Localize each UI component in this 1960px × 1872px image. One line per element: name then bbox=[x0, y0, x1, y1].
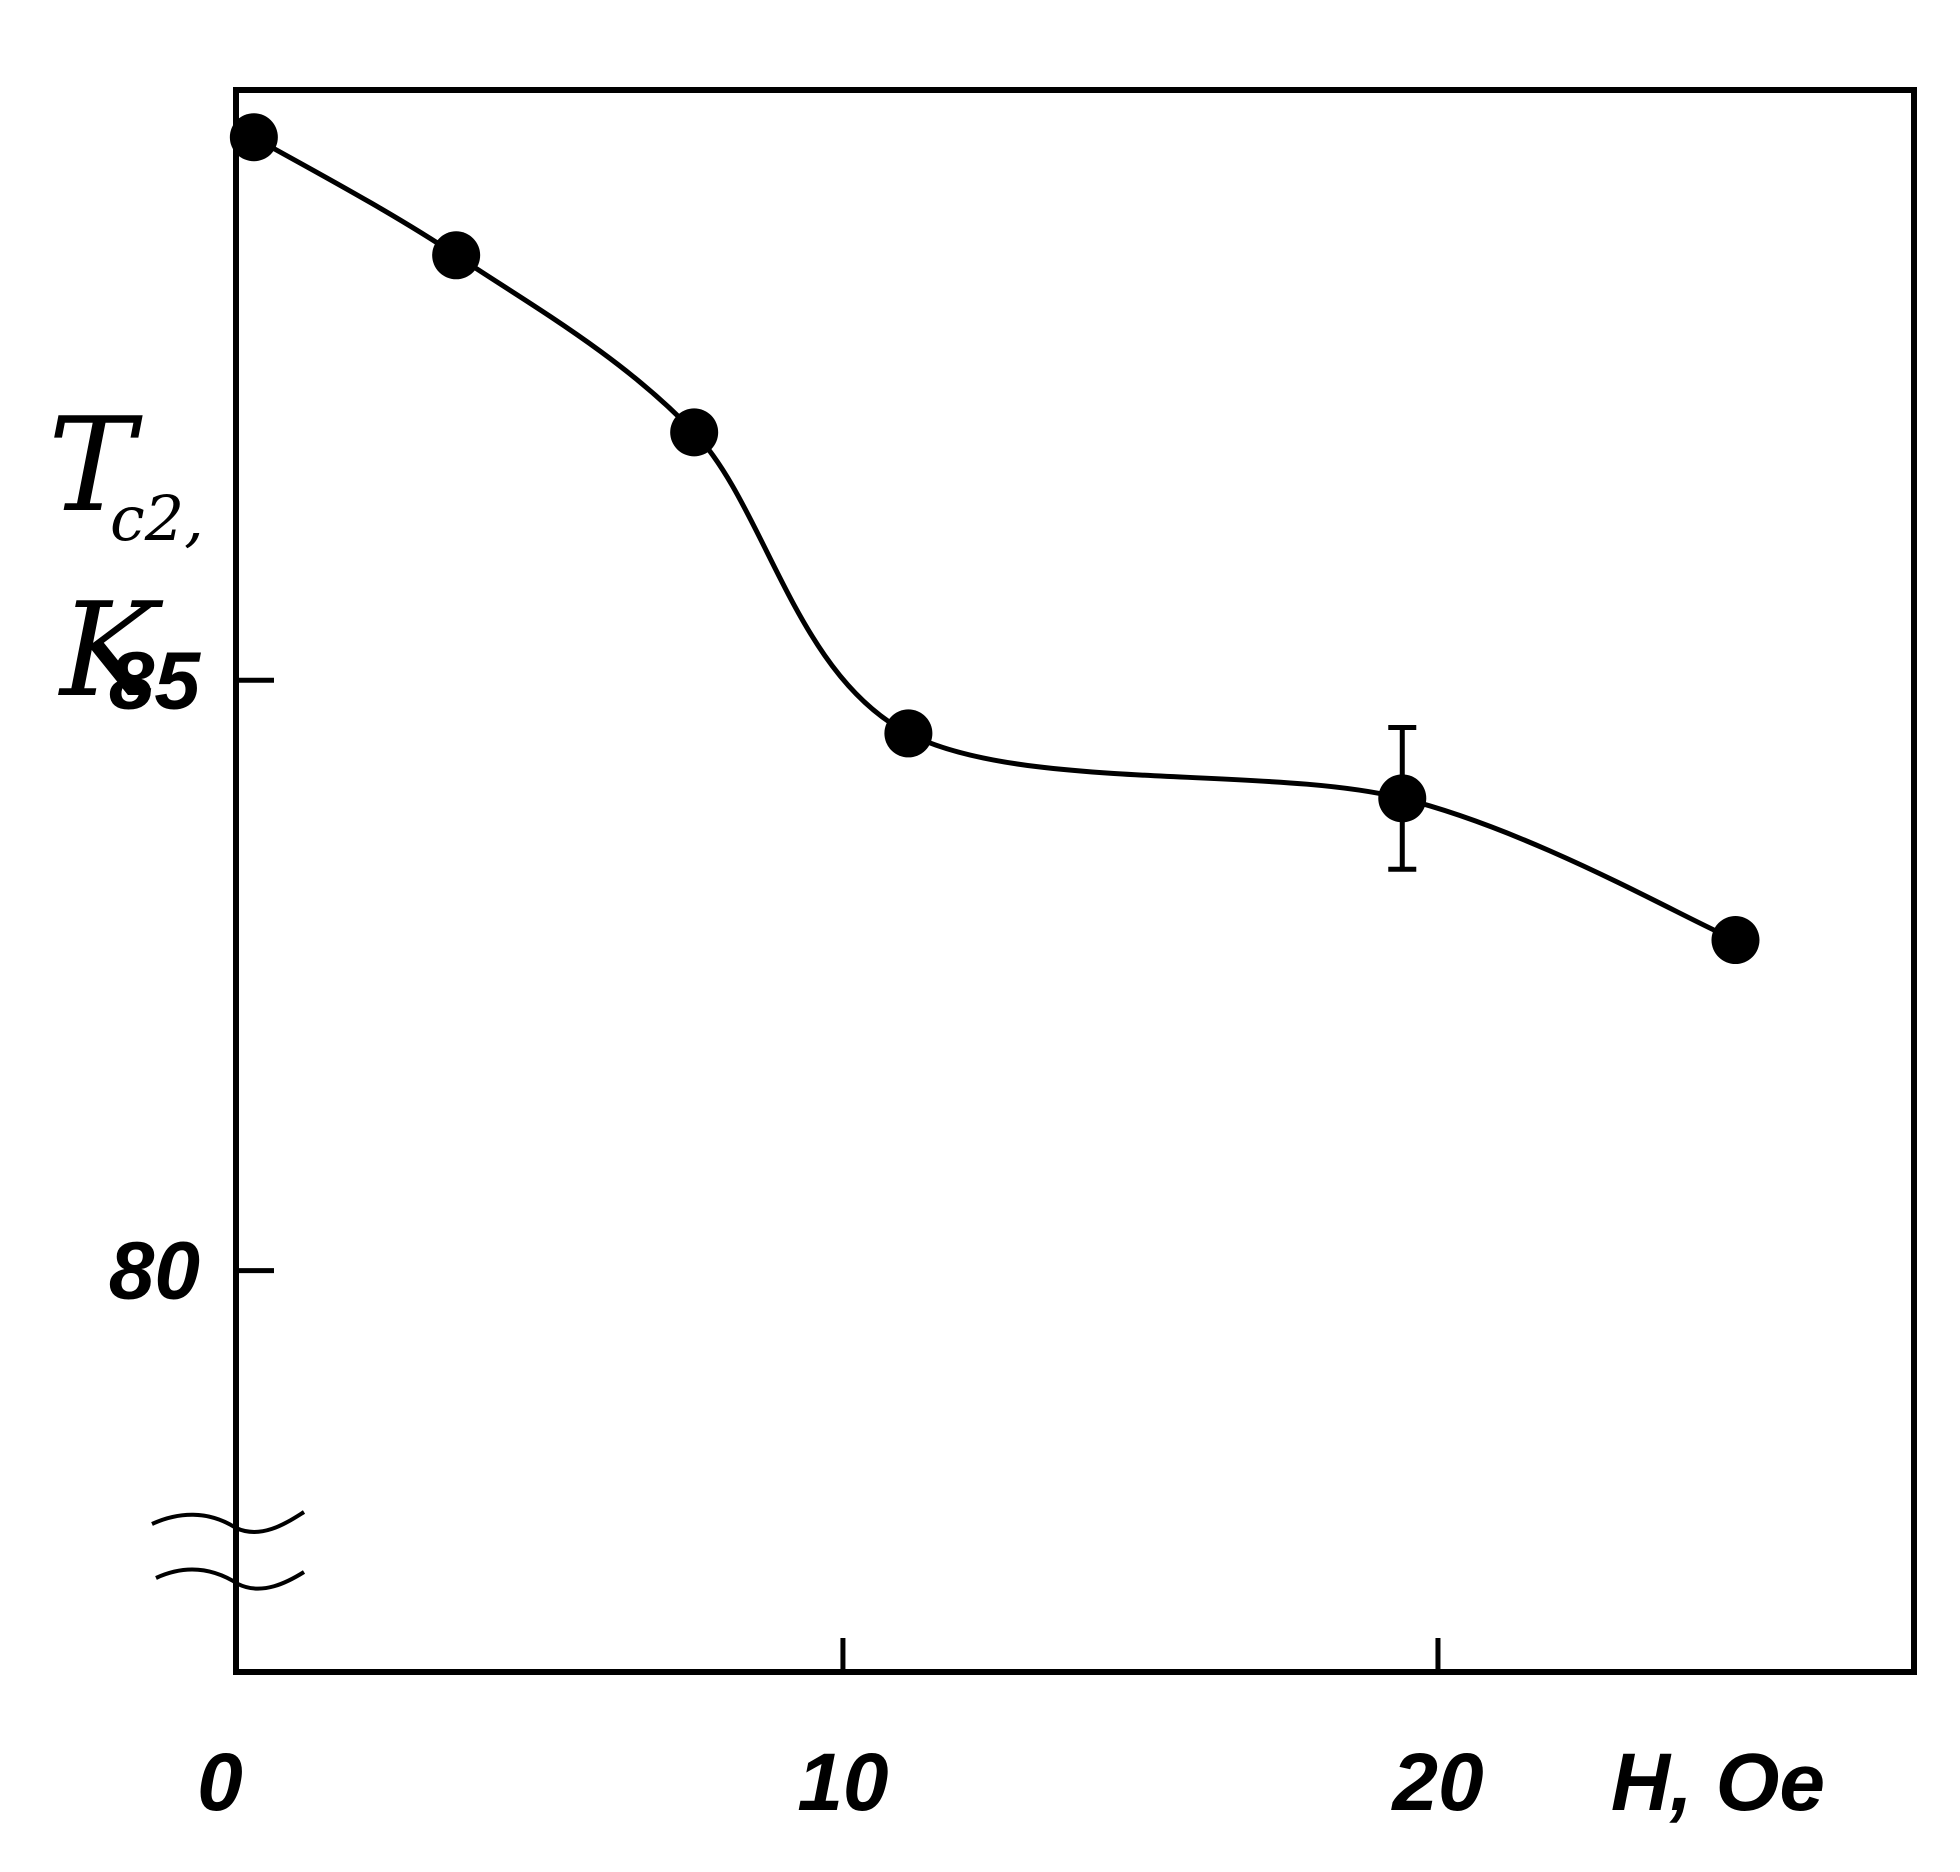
axis-break-mark-upper bbox=[151, 1510, 306, 1534]
y-axis-unit: K bbox=[58, 574, 164, 726]
y-axis-subscript: c2, bbox=[110, 482, 204, 555]
data-point bbox=[1711, 916, 1760, 965]
data-point bbox=[884, 709, 933, 758]
x-tick-label: 10 bbox=[797, 1737, 888, 1828]
y-axis-symbol: T bbox=[48, 389, 143, 541]
y-axis-ticks: 80 85 bbox=[109, 635, 274, 1317]
axis-break-mark-lower bbox=[155, 1567, 306, 1591]
y-axis-break bbox=[151, 1510, 306, 1591]
data-point bbox=[432, 231, 481, 280]
data-point bbox=[1378, 774, 1427, 823]
data-points bbox=[229, 113, 1760, 965]
y-tick-label: 80 bbox=[109, 1226, 200, 1317]
x-tick-label: 0 bbox=[197, 1737, 243, 1828]
y-tick-label: 85 bbox=[109, 635, 202, 726]
y-axis-title: T c2, K bbox=[48, 389, 204, 726]
data-point bbox=[670, 408, 719, 457]
data-point bbox=[229, 113, 278, 162]
x-tick-label: 20 bbox=[1390, 1737, 1483, 1828]
plot-frame bbox=[233, 87, 1917, 1675]
x-axis-ticks: 0 10 20 bbox=[197, 1638, 1484, 1828]
x-axis-title: H, Oe bbox=[1611, 1737, 1825, 1828]
